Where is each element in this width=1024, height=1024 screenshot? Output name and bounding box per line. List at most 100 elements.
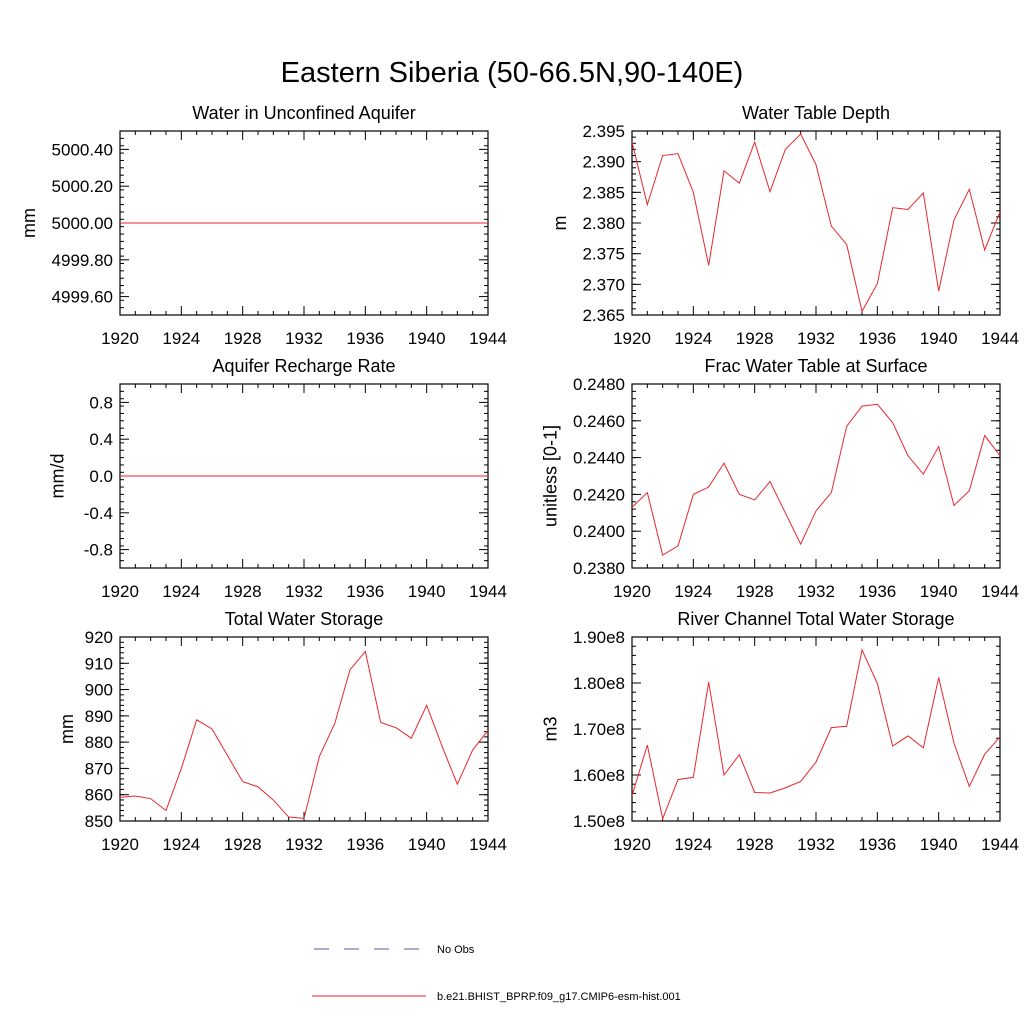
x-tick-label: 1928 <box>736 835 774 854</box>
y-tick-label: 0.2440 <box>573 449 625 468</box>
x-tick-label: 1920 <box>613 835 651 854</box>
y-axis-label: m <box>550 216 570 231</box>
figure-title: Eastern Siberia (50-66.5N,90-140E) <box>281 57 744 89</box>
series-line <box>631 133 1001 313</box>
x-tick-label: 1920 <box>101 835 139 854</box>
y-tick-label: 0.2420 <box>573 485 625 504</box>
x-tick-label: 1944 <box>469 329 507 348</box>
x-tick-label: 1928 <box>224 582 262 601</box>
y-tick-label: 5000.40 <box>52 140 113 159</box>
y-tick-label: 5000.20 <box>52 177 113 196</box>
y-tick-label: 2.380 <box>582 214 625 233</box>
y-tick-label: 5000.00 <box>52 214 113 233</box>
panels: Water in Unconfined Aquifer 1920 1924 1928 1… <box>19 103 1019 854</box>
y-axis-label: mm/d <box>48 454 68 499</box>
x-tick-label: 1924 <box>162 329 200 348</box>
x-tick-label: 1944 <box>981 835 1019 854</box>
y-tick-label: -0.8 <box>84 541 113 560</box>
y-axis-label: mm <box>57 714 77 744</box>
panel-title: Water Table Depth <box>742 103 890 123</box>
legend-item: b.e21.BHIST_BPRP.f09_g17.CMIP6-esm-hist.… <box>312 991 681 1003</box>
plot-frame <box>631 636 1001 822</box>
x-tick-label: 1932 <box>285 835 323 854</box>
y-tick-label: 2.395 <box>582 122 625 141</box>
y-axis-label: m3 <box>540 716 560 741</box>
y-tick-label: 4999.60 <box>52 288 113 307</box>
x-tick-label: 1932 <box>797 329 835 348</box>
y-tick-label: -0.4 <box>84 504 113 523</box>
plot-frame <box>631 130 1001 316</box>
series-line <box>119 650 489 819</box>
x-tick-label: 1936 <box>858 582 896 601</box>
y-tick-label: 1.90e8 <box>573 628 625 647</box>
y-tick-label: 1.70e8 <box>573 720 625 739</box>
panel-title: Aquifer Recharge Rate <box>212 356 395 376</box>
y-tick-label: 870 <box>85 759 113 778</box>
x-tick-label: 1940 <box>920 329 958 348</box>
x-tick-label: 1928 <box>736 329 774 348</box>
y-tick-label: 910 <box>85 654 113 673</box>
legend-label: b.e21.BHIST_BPRP.f09_g17.CMIP6-esm-hist.… <box>437 991 681 1003</box>
x-tick-label: 1940 <box>920 835 958 854</box>
y-tick-label: 900 <box>85 681 113 700</box>
x-tick-label: 1936 <box>346 582 384 601</box>
panel-title: River Channel Total Water Storage <box>677 609 954 629</box>
y-tick-label: 1.60e8 <box>573 766 625 785</box>
x-tick-label: 1924 <box>162 582 200 601</box>
y-tick-label: 0.4 <box>89 430 113 449</box>
x-tick-label: 1944 <box>981 329 1019 348</box>
y-axis-label: mm <box>19 208 39 238</box>
x-tick-label: 1928 <box>224 329 262 348</box>
panel-title: Water in Unconfined Aquifer <box>192 103 415 123</box>
y-tick-label: 0.2480 <box>573 375 625 394</box>
y-tick-label: 2.385 <box>582 183 625 202</box>
y-tick-label: 0.2380 <box>573 559 625 578</box>
x-tick-label: 1920 <box>101 329 139 348</box>
legend-label: No Obs <box>437 944 475 956</box>
plot-frame <box>119 636 489 822</box>
x-tick-label: 1932 <box>285 329 323 348</box>
y-tick-label: 0.2400 <box>573 522 625 541</box>
y-tick-label: 920 <box>85 628 113 647</box>
x-tick-label: 1940 <box>920 582 958 601</box>
y-tick-label: 0.0 <box>89 467 113 486</box>
y-tick-label: 4999.80 <box>52 251 113 270</box>
x-tick-label: 1940 <box>408 835 446 854</box>
y-tick-label: 2.390 <box>582 153 625 172</box>
x-tick-label: 1920 <box>613 582 651 601</box>
x-tick-label: 1936 <box>346 835 384 854</box>
legend: No Obs b.e21.BHIST_BPRP.f09_g17.CMIP6-esm… <box>312 944 681 1003</box>
x-tick-label: 1924 <box>162 835 200 854</box>
y-tick-label: 2.370 <box>582 275 625 294</box>
panel-6: River Channel Total Water Storage 1920 192… <box>540 609 1019 854</box>
series-line <box>631 403 1001 556</box>
y-tick-label: 2.365 <box>582 306 625 325</box>
y-tick-label: 860 <box>85 786 113 805</box>
legend-item: No Obs <box>312 944 475 956</box>
y-tick-label: 850 <box>85 812 113 831</box>
x-tick-label: 1940 <box>408 329 446 348</box>
series-line <box>631 648 1001 821</box>
x-tick-label: 1940 <box>408 582 446 601</box>
x-tick-label: 1924 <box>674 582 712 601</box>
panel-3: Aquifer Recharge Rate 1920 1924 1928 1932 193… <box>48 356 507 601</box>
y-axis-label: unitless [0-1] <box>540 425 560 527</box>
panel-4: Frac Water Table at Surface 1920 1924 1928 1… <box>540 356 1019 601</box>
x-tick-label: 1932 <box>797 835 835 854</box>
y-tick-label: 2.375 <box>582 245 625 264</box>
x-tick-label: 1944 <box>981 582 1019 601</box>
x-tick-label: 1928 <box>736 582 774 601</box>
x-tick-label: 1932 <box>797 582 835 601</box>
panel-5: Total Water Storage 1920 1924 1928 1932 1936 1… <box>57 609 507 854</box>
y-tick-label: 880 <box>85 733 113 752</box>
x-tick-label: 1920 <box>613 329 651 348</box>
x-tick-label: 1932 <box>285 582 323 601</box>
x-tick-label: 1936 <box>858 835 896 854</box>
x-tick-label: 1944 <box>469 835 507 854</box>
panel-2: Water Table Depth 1920 1924 1928 1932 1936 194… <box>550 103 1019 348</box>
y-tick-label: 1.50e8 <box>573 812 625 831</box>
x-tick-label: 1936 <box>346 329 384 348</box>
x-tick-label: 1928 <box>224 835 262 854</box>
y-tick-label: 0.2460 <box>573 412 625 431</box>
